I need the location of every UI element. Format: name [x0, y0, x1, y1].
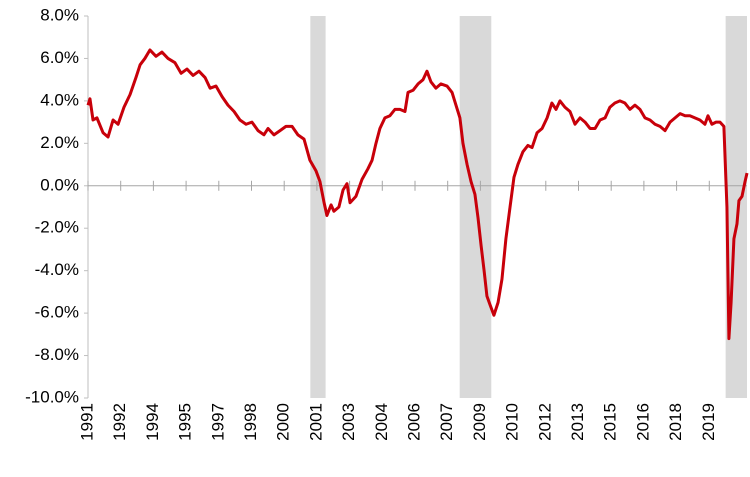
- y-tick-label: 8.0%: [40, 5, 79, 24]
- x-tick-label: 1994: [143, 403, 162, 441]
- y-tick-label: 2.0%: [40, 133, 79, 152]
- y-tick-label: 4.0%: [40, 90, 79, 109]
- x-tick-label: 2010: [503, 403, 522, 441]
- x-tick-label: 2007: [437, 403, 456, 441]
- x-tick-label: 1995: [176, 403, 195, 441]
- data-line: [86, 48, 749, 341]
- x-tick-label: 1998: [241, 403, 260, 441]
- x-tick-label: 2019: [699, 403, 718, 441]
- x-tick-label: 2000: [274, 403, 293, 441]
- y-tick-label: -2.0%: [35, 218, 79, 237]
- recession-band: [310, 16, 326, 398]
- x-tick-label: 2004: [372, 403, 391, 441]
- x-tick-label: 2012: [535, 403, 554, 441]
- x-tick-label: 1997: [208, 403, 227, 441]
- x-tick-label: 2001: [306, 403, 325, 441]
- y-tick-label: 6.0%: [40, 48, 79, 67]
- y-tick-label: 0.0%: [40, 175, 79, 194]
- x-tick-label: 2003: [339, 403, 358, 441]
- recession-band: [725, 16, 747, 398]
- y-tick-label: -10.0%: [25, 387, 79, 406]
- x-tick-label: 2013: [568, 403, 587, 441]
- y-tick-label: -6.0%: [35, 303, 79, 322]
- x-tick-label: 1992: [110, 403, 129, 441]
- y-tick-label: -8.0%: [35, 345, 79, 364]
- x-tick-label: 2009: [470, 403, 489, 441]
- x-tick-label: 2006: [404, 403, 423, 441]
- x-tick-label: 2015: [601, 403, 620, 441]
- x-tick-label: 1991: [77, 403, 96, 441]
- y-tick-label: -4.0%: [35, 260, 79, 279]
- x-tick-label: 2018: [666, 403, 685, 441]
- x-tick-label: 2016: [633, 403, 652, 441]
